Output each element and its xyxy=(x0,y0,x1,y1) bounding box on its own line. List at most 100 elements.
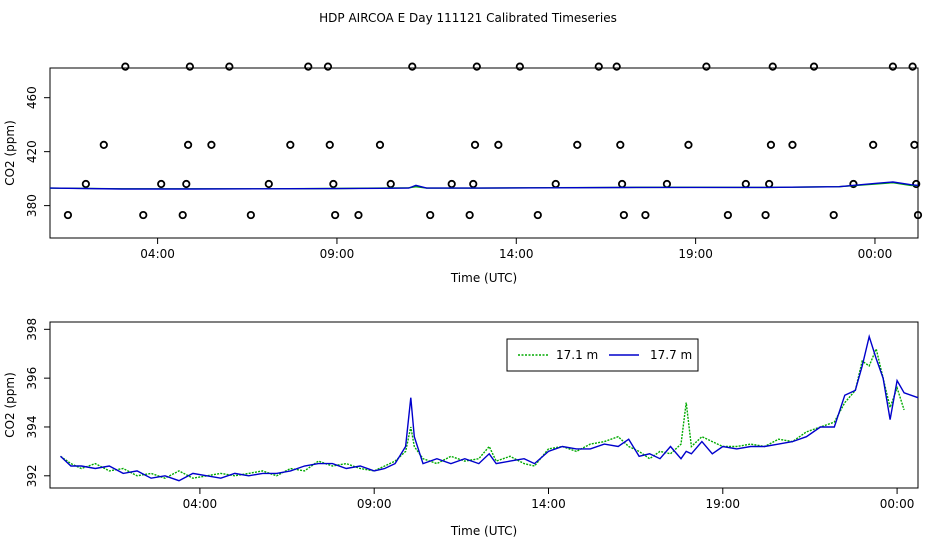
top-scatter-point xyxy=(551,179,560,189)
bottom-y-tick-label: 396 xyxy=(25,367,39,390)
top-scatter-point xyxy=(494,140,503,150)
top-scatter-point xyxy=(408,62,417,71)
top-x-tick-label: 00:00 xyxy=(858,247,893,261)
top-scatter-point xyxy=(723,210,733,220)
top-scatter-point xyxy=(157,179,166,189)
top-scatter-point xyxy=(304,62,313,71)
top-scatter-point xyxy=(684,140,693,150)
chart-title: HDP AIRCOA E Day 111121 Calibrated Times… xyxy=(319,11,617,25)
top-scatter-point xyxy=(761,210,770,220)
bottom-x-tick-label: 09:00 xyxy=(357,497,392,511)
legend-label-17-7m: 17.7 m xyxy=(650,348,692,362)
legend-label-17-1m: 17.1 m xyxy=(556,348,598,362)
top-scatter-point xyxy=(788,140,797,150)
top-scatter-point xyxy=(323,62,333,71)
legend: 17.1 m 17.7 m xyxy=(506,338,699,372)
top-x-axis: 04:00 09:00 14:00 19:00 00:00 xyxy=(140,238,892,261)
top-scatter-point xyxy=(741,179,750,189)
top-scatter-point xyxy=(849,179,858,189)
top-plot-area xyxy=(49,62,923,220)
top-x-tick-label: 19:00 xyxy=(678,247,713,261)
top-scatter-point xyxy=(617,179,627,189)
legend-box xyxy=(506,338,699,372)
top-y-axis-label: CO2 (ppm) xyxy=(3,120,17,186)
top-scatter-point xyxy=(888,62,897,71)
top-scatter-point xyxy=(426,210,435,220)
top-scatter-point xyxy=(829,210,838,220)
top-plot-frame xyxy=(49,67,919,239)
bottom-x-tick-label: 00:00 xyxy=(880,497,915,511)
top-scatter-point xyxy=(178,210,187,220)
top-x-axis-label: Time (UTC) xyxy=(450,271,517,285)
bottom-x-axis: 04:00 09:00 14:00 19:00 00:00 xyxy=(183,488,915,511)
top-scatter-point xyxy=(185,62,194,71)
top-scatter-point xyxy=(470,140,480,150)
top-panel: 04:00 09:00 14:00 19:00 00:00 380 420 460 Time… xyxy=(3,62,923,285)
top-scatter-point xyxy=(641,210,650,220)
top-scatter-point xyxy=(325,140,334,150)
top-scatter-point xyxy=(515,62,524,71)
top-scatter-point xyxy=(766,140,776,150)
bottom-y-tick-label: 392 xyxy=(25,464,39,487)
top-scatter-point xyxy=(768,62,777,71)
top-scatter-point xyxy=(469,179,478,189)
bottom-y-axis-label: CO2 (ppm) xyxy=(3,372,17,438)
bottom-x-tick-label: 04:00 xyxy=(183,497,218,511)
top-scatter-point xyxy=(573,140,582,150)
bottom-x-tick-label: 19:00 xyxy=(705,497,740,511)
top-scatter-point xyxy=(869,140,878,150)
top-scatter-point xyxy=(616,140,625,150)
top-scatter-point xyxy=(183,140,193,150)
top-scatter-point xyxy=(329,179,338,189)
top-scatter-point xyxy=(207,140,216,150)
top-scatter-point xyxy=(81,179,90,189)
bottom-y-axis: 392 394 396 398 xyxy=(25,318,50,487)
top-x-tick-label: 04:00 xyxy=(140,247,175,261)
top-scatter-point xyxy=(63,210,73,220)
top-scatter-point xyxy=(286,140,295,150)
bottom-series-line-0 xyxy=(60,346,905,479)
top-scatter-point xyxy=(99,140,108,150)
top-scatter-point xyxy=(702,62,711,71)
top-scatter-point xyxy=(910,140,919,150)
top-scatter-point xyxy=(121,62,130,71)
top-x-tick-label: 09:00 xyxy=(320,247,355,261)
top-scatter-point xyxy=(447,179,456,189)
bottom-plot-frame xyxy=(49,321,919,489)
top-y-axis: 380 420 460 xyxy=(25,86,50,217)
top-scatter-point xyxy=(386,179,395,189)
top-scatter-point xyxy=(264,179,273,189)
top-scatter-point xyxy=(331,210,340,220)
top-x-tick-label: 14:00 xyxy=(499,247,534,261)
top-scatter-point xyxy=(465,210,474,220)
top-scatter-point xyxy=(612,62,621,71)
bottom-series-line-1 xyxy=(60,333,919,482)
top-y-tick-label: 460 xyxy=(25,86,39,109)
bottom-y-tick-label: 398 xyxy=(25,318,39,341)
top-scatter-point xyxy=(225,62,234,71)
top-scatter-point xyxy=(913,210,923,220)
top-scatter-point xyxy=(533,210,542,220)
top-scatter-point xyxy=(354,210,363,220)
top-scatter-point xyxy=(765,179,774,189)
top-scatter-point xyxy=(619,210,628,220)
bottom-y-tick-label: 394 xyxy=(25,416,39,439)
top-series-line-2 xyxy=(49,181,919,190)
top-scatter-point xyxy=(809,62,819,71)
top-y-tick-label: 380 xyxy=(25,194,39,217)
top-scatter-point xyxy=(912,179,921,189)
bottom-x-axis-label: Time (UTC) xyxy=(450,524,517,538)
bottom-x-tick-label: 14:00 xyxy=(531,497,566,511)
top-scatter-point xyxy=(594,62,603,71)
top-scatter-point xyxy=(182,179,191,189)
bottom-plot-area xyxy=(60,333,919,482)
bottom-panel: 04:00 09:00 14:00 19:00 00:00 392 394 396 398 T… xyxy=(3,318,919,538)
top-scatter-point xyxy=(662,179,672,189)
top-scatter-point xyxy=(375,140,385,150)
top-scatter-point xyxy=(908,62,917,71)
top-scatter-point xyxy=(246,210,255,220)
top-scatter-point xyxy=(139,210,148,220)
top-scatter-point xyxy=(472,62,481,71)
top-y-tick-label: 420 xyxy=(25,140,39,163)
